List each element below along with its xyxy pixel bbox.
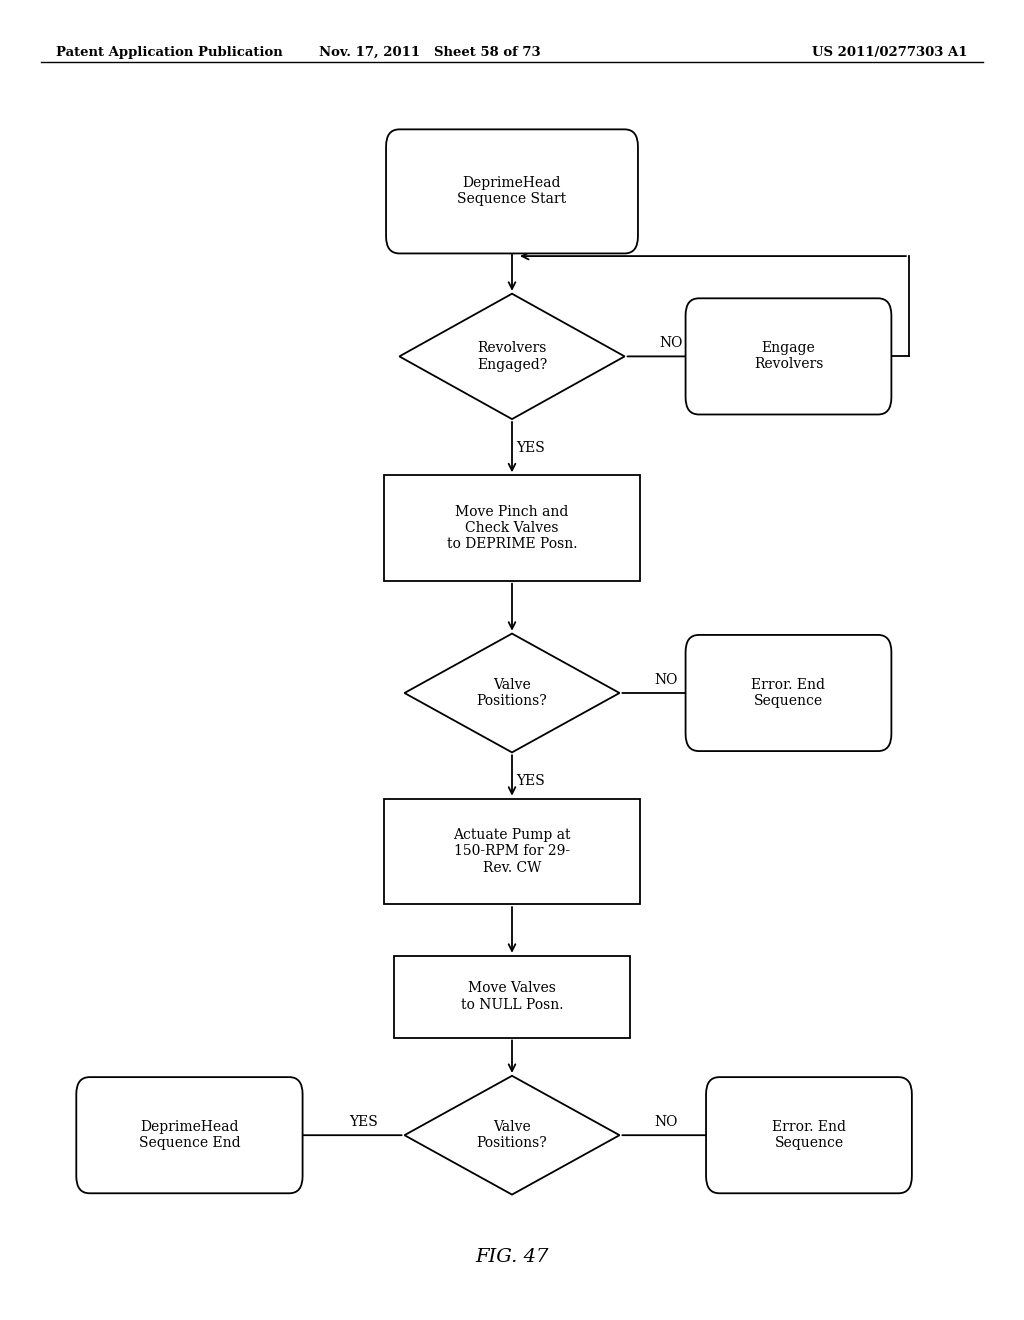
- Text: Move Valves
to NULL Posn.: Move Valves to NULL Posn.: [461, 982, 563, 1011]
- Text: US 2011/0277303 A1: US 2011/0277303 A1: [812, 46, 968, 59]
- Text: YES: YES: [516, 441, 545, 455]
- Text: NO: NO: [659, 337, 682, 350]
- Text: Move Pinch and
Check Valves
to DEPRIME Posn.: Move Pinch and Check Valves to DEPRIME P…: [446, 504, 578, 552]
- Polygon shape: [404, 1076, 620, 1195]
- Text: DeprimeHead
Sequence Start: DeprimeHead Sequence Start: [458, 177, 566, 206]
- Text: Valve
Positions?: Valve Positions?: [476, 1121, 548, 1150]
- Bar: [384, 799, 640, 904]
- Text: YES: YES: [516, 775, 545, 788]
- Text: Revolvers
Engaged?: Revolvers Engaged?: [477, 342, 547, 371]
- Text: Error. End
Sequence: Error. End Sequence: [772, 1121, 846, 1150]
- Text: YES: YES: [349, 1115, 378, 1129]
- Text: FIG. 47: FIG. 47: [475, 1247, 549, 1266]
- Text: NO: NO: [654, 1115, 677, 1129]
- Text: Actuate Pump at
150-RPM for 29-
Rev. CW: Actuate Pump at 150-RPM for 29- Rev. CW: [454, 828, 570, 875]
- Text: Patent Application Publication: Patent Application Publication: [56, 46, 283, 59]
- Text: NO: NO: [654, 673, 677, 686]
- Text: Error. End
Sequence: Error. End Sequence: [752, 678, 825, 708]
- FancyBboxPatch shape: [686, 635, 891, 751]
- Polygon shape: [404, 634, 620, 752]
- FancyBboxPatch shape: [686, 298, 891, 414]
- FancyBboxPatch shape: [386, 129, 638, 253]
- Text: Valve
Positions?: Valve Positions?: [476, 678, 548, 708]
- Polygon shape: [399, 294, 625, 420]
- Bar: [384, 475, 640, 581]
- Bar: [394, 956, 630, 1038]
- Text: Nov. 17, 2011   Sheet 58 of 73: Nov. 17, 2011 Sheet 58 of 73: [319, 46, 541, 59]
- Text: DeprimeHead
Sequence End: DeprimeHead Sequence End: [138, 1121, 241, 1150]
- FancyBboxPatch shape: [707, 1077, 911, 1193]
- Text: Engage
Revolvers: Engage Revolvers: [754, 342, 823, 371]
- FancyBboxPatch shape: [76, 1077, 303, 1193]
